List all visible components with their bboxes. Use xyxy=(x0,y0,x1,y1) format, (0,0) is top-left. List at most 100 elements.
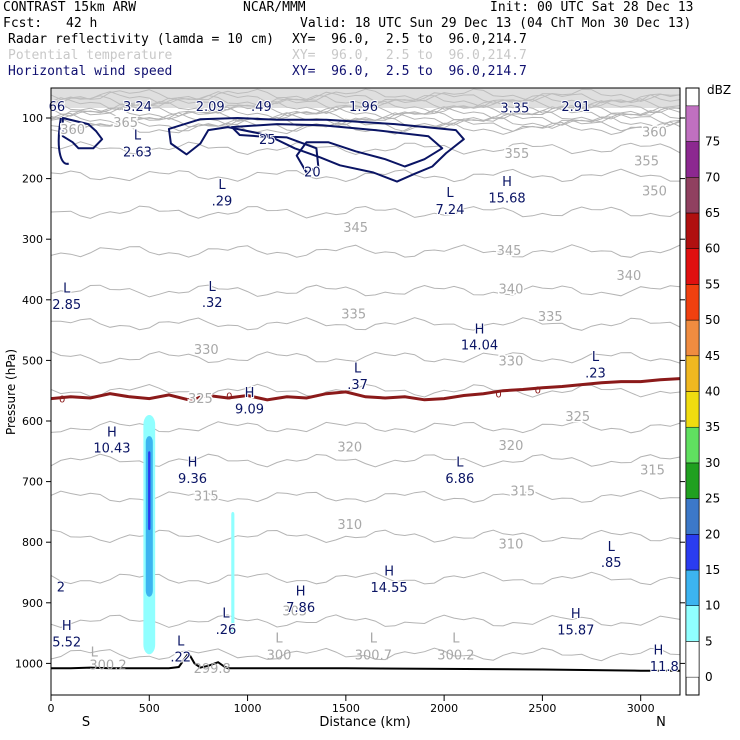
field-2-xy: XY= 96.0, 2.5 to 96.0,214.7 xyxy=(292,48,527,63)
colorbar-swatch xyxy=(685,284,700,321)
wind-speed-label: 15.87 xyxy=(557,623,594,638)
theta-isoline xyxy=(51,244,680,258)
wind-speed-label: .26 xyxy=(216,623,237,638)
wind-speed-contour xyxy=(57,117,70,165)
y-tick-label: 500 xyxy=(22,354,43,367)
theta-isoline xyxy=(51,420,680,434)
wind-speed-label: .29 xyxy=(212,194,233,209)
wind-speed-label: 2.91 xyxy=(561,100,590,115)
colorbar-swatch xyxy=(685,177,700,214)
fcst-value: 42 h xyxy=(66,16,98,31)
theta-isoline xyxy=(51,118,680,132)
theta-label: 335 xyxy=(341,308,366,323)
terrain-line xyxy=(51,651,680,672)
colorbar-tick-label: 30 xyxy=(705,456,720,470)
surface-theta-label: 300.2 xyxy=(437,648,474,663)
theta-label: 360 xyxy=(642,125,667,140)
wind-speed-label: .22 xyxy=(170,651,191,666)
colorbar-tick-label: 70 xyxy=(705,170,720,184)
theta-isoline xyxy=(51,141,680,156)
org-label: NCAR/MMM xyxy=(243,0,306,15)
x-tick-label: 0 xyxy=(48,702,55,715)
wind-speed-label: H xyxy=(107,425,117,440)
colorbar-tick-label: 55 xyxy=(705,277,720,291)
surface-theta-label: 300.2 xyxy=(89,659,126,674)
wind-speed-label: 6.86 xyxy=(445,472,474,487)
y-tick-label: 400 xyxy=(22,294,43,307)
theta-label: 340 xyxy=(499,282,524,297)
field-2-name: Potential temperature xyxy=(8,48,173,63)
wind-speed-label: H xyxy=(571,607,581,622)
wind-speed-label: 2.09 xyxy=(196,100,225,115)
colorbar-swatch xyxy=(685,641,700,678)
colorbar-tick-label: 25 xyxy=(705,492,720,506)
freezing-level-label: 0 xyxy=(226,392,232,403)
colorbar-swatch xyxy=(685,462,700,499)
y-tick-label: 600 xyxy=(22,415,43,428)
x-tick-label: 1500 xyxy=(332,702,360,715)
surface-theta-label: L xyxy=(452,631,460,646)
theta-label: 355 xyxy=(634,154,659,169)
wind-speed-label: L xyxy=(134,128,142,143)
wind-speed-label: L xyxy=(354,362,362,377)
wind-speed-label: L xyxy=(63,282,71,297)
theta-isoline xyxy=(51,112,680,126)
wind-speed-label: 1.96 xyxy=(349,100,378,115)
reflectivity-cell xyxy=(231,511,235,634)
x-tick-label: 3000 xyxy=(627,702,655,715)
theta-label: 345 xyxy=(497,244,522,259)
theta-label: 330 xyxy=(194,343,219,358)
theta-label: 330 xyxy=(499,354,524,369)
theta-isoline xyxy=(51,453,680,468)
theta-label: 310 xyxy=(337,518,362,533)
theta-isoline xyxy=(51,106,680,120)
wind-speed-label: .49 xyxy=(251,100,272,115)
wind-speed-label: .32 xyxy=(202,296,223,311)
wind-speed-label: H xyxy=(296,585,306,600)
colorbar-tick-label: 60 xyxy=(705,242,720,256)
wind-speed-label: 25 xyxy=(259,133,276,148)
plot-frame xyxy=(50,87,681,696)
colorbar-unit: dBZ xyxy=(707,83,731,97)
y-axis-title: Pressure (hPa) xyxy=(4,349,18,435)
y-tick-label: 800 xyxy=(22,536,43,549)
colorbar-swatch xyxy=(685,605,700,642)
wind-speed-label: L xyxy=(209,280,217,295)
surface-theta-label: L xyxy=(91,645,99,660)
surface-theta-label: L xyxy=(275,631,283,646)
colorbar-tick-label: 75 xyxy=(705,135,720,149)
theta-isoline xyxy=(51,351,680,364)
wind-speed-label: H xyxy=(62,619,72,634)
wind-speed-label: 11.8 xyxy=(650,660,679,675)
freezing-level-label: 0 xyxy=(535,385,541,396)
wind-speed-label: 2.85 xyxy=(52,298,81,313)
colorbar-tick-label: 65 xyxy=(705,206,720,220)
theta-isoline xyxy=(51,205,680,219)
colorbar-swatch xyxy=(685,248,700,285)
wind-speed-label: 5.52 xyxy=(52,636,81,651)
surface-theta-label: L xyxy=(370,631,378,646)
colorbar-tick-label: 10 xyxy=(705,599,720,613)
y-tick-label: 900 xyxy=(22,597,43,610)
wind-speed-label: .85 xyxy=(601,556,622,571)
freezing-level-label: 0 xyxy=(59,395,65,406)
theta-label: 320 xyxy=(337,440,362,455)
x-tick-label: 2000 xyxy=(430,702,458,715)
theta-isoline xyxy=(51,284,680,298)
theta-label: 365 xyxy=(113,116,138,131)
colorbar-swatch xyxy=(685,426,700,464)
colorbar-tick-label: 35 xyxy=(705,420,720,434)
wind-speed-contour xyxy=(230,123,444,174)
theta-label: 305 xyxy=(282,605,307,620)
reflectivity-cell xyxy=(148,451,151,531)
surface-theta-label: 299.8 xyxy=(194,662,231,677)
field-3-name: Horizontal wind speed xyxy=(8,64,173,79)
theta-isoline xyxy=(51,529,680,544)
theta-label: 360 xyxy=(60,123,85,138)
theta-label: 325 xyxy=(565,410,590,425)
wind-speed-label: L xyxy=(446,186,454,201)
x-tick-label: 1000 xyxy=(234,702,262,715)
colorbar-tick-label: 5 xyxy=(705,634,713,648)
wind-speed-label: 3.35 xyxy=(500,102,529,117)
freezing-level-line xyxy=(51,377,680,402)
